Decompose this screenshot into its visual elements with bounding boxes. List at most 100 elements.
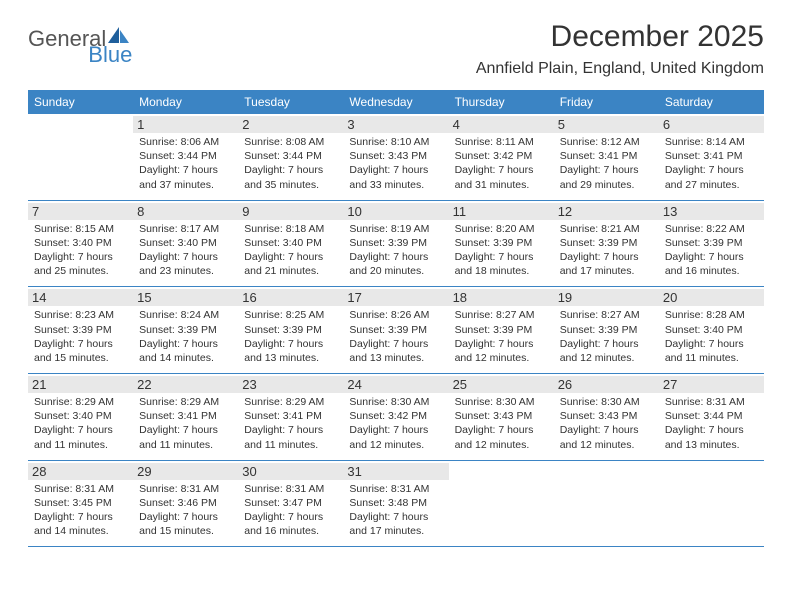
day-number: 20 bbox=[659, 289, 764, 306]
day-info: Sunrise: 8:06 AMSunset: 3:44 PMDaylight:… bbox=[139, 135, 232, 192]
day-info: Sunrise: 8:31 AMSunset: 3:46 PMDaylight:… bbox=[139, 482, 232, 539]
calendar-cell-2: 2 Sunrise: 8:08 AMSunset: 3:44 PMDaylight… bbox=[238, 114, 343, 200]
day-info: Sunrise: 8:30 AMSunset: 3:43 PMDaylight:… bbox=[560, 395, 653, 452]
day-number: 7 bbox=[28, 203, 133, 220]
calendar-cell-27: 27 Sunrise: 8:31 AMSunset: 3:44 PMDayligh… bbox=[659, 374, 764, 461]
logo-text-blue: Blue bbox=[88, 42, 132, 68]
calendar-cell-28: 28 Sunrise: 8:31 AMSunset: 3:45 PMDayligh… bbox=[28, 460, 133, 547]
day-number: 21 bbox=[28, 376, 133, 393]
calendar-cell-empty bbox=[449, 460, 554, 547]
calendar-cell-26: 26 Sunrise: 8:30 AMSunset: 3:43 PMDayligh… bbox=[554, 374, 659, 461]
day-number: 28 bbox=[28, 463, 133, 480]
calendar-cell-12: 12 Sunrise: 8:21 AMSunset: 3:39 PMDayligh… bbox=[554, 200, 659, 287]
dayheader-sunday: Sunday bbox=[28, 90, 133, 114]
calendar-row: 1Sunrise: 8:06 AMSunset: 3:44 PMDaylight… bbox=[28, 114, 764, 200]
calendar-cell-1: 1Sunrise: 8:06 AMSunset: 3:44 PMDaylight… bbox=[133, 114, 238, 200]
day-number: 18 bbox=[449, 289, 554, 306]
day-number: 6 bbox=[659, 116, 764, 133]
calendar-cell-13: 13 Sunrise: 8:22 AMSunset: 3:39 PMDayligh… bbox=[659, 200, 764, 287]
day-number: 17 bbox=[343, 289, 448, 306]
day-info: Sunrise: 8:29 AMSunset: 3:41 PMDaylight:… bbox=[139, 395, 232, 452]
calendar-cell-empty bbox=[659, 460, 764, 547]
day-info: Sunrise: 8:10 AMSunset: 3:43 PMDaylight:… bbox=[349, 135, 442, 192]
calendar-cell-18: 18 Sunrise: 8:27 AMSunset: 3:39 PMDayligh… bbox=[449, 287, 554, 374]
day-number: 13 bbox=[659, 203, 764, 220]
day-number: 23 bbox=[238, 376, 343, 393]
calendar-cell-6: 6 Sunrise: 8:14 AMSunset: 3:41 PMDaylight… bbox=[659, 114, 764, 200]
day-info: Sunrise: 8:31 AMSunset: 3:44 PMDaylight:… bbox=[665, 395, 758, 452]
calendar-cell-19: 19 Sunrise: 8:27 AMSunset: 3:39 PMDayligh… bbox=[554, 287, 659, 374]
day-info: Sunrise: 8:19 AMSunset: 3:39 PMDaylight:… bbox=[349, 222, 442, 279]
day-number: 12 bbox=[554, 203, 659, 220]
day-number: 3 bbox=[343, 116, 448, 133]
calendar-table: SundayMondayTuesdayWednesdayThursdayFrid… bbox=[28, 90, 764, 547]
day-number: 22 bbox=[133, 376, 238, 393]
day-number: 9 bbox=[238, 203, 343, 220]
day-info: Sunrise: 8:22 AMSunset: 3:39 PMDaylight:… bbox=[665, 222, 758, 279]
day-info: Sunrise: 8:17 AMSunset: 3:40 PMDaylight:… bbox=[139, 222, 232, 279]
calendar-cell-31: 31 Sunrise: 8:31 AMSunset: 3:48 PMDayligh… bbox=[343, 460, 448, 547]
day-number: 8 bbox=[133, 203, 238, 220]
day-info: Sunrise: 8:27 AMSunset: 3:39 PMDaylight:… bbox=[560, 308, 653, 365]
calendar-cell-29: 29 Sunrise: 8:31 AMSunset: 3:46 PMDayligh… bbox=[133, 460, 238, 547]
calendar-cell-empty bbox=[554, 460, 659, 547]
day-number: 29 bbox=[133, 463, 238, 480]
calendar-cell-16: 16Sunrise: 8:25 AMSunset: 3:39 PMDayligh… bbox=[238, 287, 343, 374]
calendar-cell-14: 14Sunrise: 8:23 AMSunset: 3:39 PMDayligh… bbox=[28, 287, 133, 374]
day-number: 2 bbox=[238, 116, 343, 133]
day-number: 5 bbox=[554, 116, 659, 133]
day-number: 26 bbox=[554, 376, 659, 393]
calendar-cell-11: 11Sunrise: 8:20 AMSunset: 3:39 PMDayligh… bbox=[449, 200, 554, 287]
dayheader-monday: Monday bbox=[133, 90, 238, 114]
day-info: Sunrise: 8:14 AMSunset: 3:41 PMDaylight:… bbox=[665, 135, 758, 192]
calendar-row: 7 Sunrise: 8:15 AMSunset: 3:40 PMDaylight… bbox=[28, 200, 764, 287]
day-number: 14 bbox=[28, 289, 133, 306]
day-info: Sunrise: 8:18 AMSunset: 3:40 PMDaylight:… bbox=[244, 222, 337, 279]
calendar-cell-24: 24 Sunrise: 8:30 AMSunset: 3:42 PMDayligh… bbox=[343, 374, 448, 461]
day-info: Sunrise: 8:11 AMSunset: 3:42 PMDaylight:… bbox=[455, 135, 548, 192]
day-number: 4 bbox=[449, 116, 554, 133]
day-number: 19 bbox=[554, 289, 659, 306]
calendar-cell-9: 9 Sunrise: 8:18 AMSunset: 3:40 PMDaylight… bbox=[238, 200, 343, 287]
page-title: December 2025 bbox=[476, 20, 764, 54]
day-info: Sunrise: 8:12 AMSunset: 3:41 PMDaylight:… bbox=[560, 135, 653, 192]
day-number: 15 bbox=[133, 289, 238, 306]
calendar-cell-22: 22 Sunrise: 8:29 AMSunset: 3:41 PMDayligh… bbox=[133, 374, 238, 461]
logo: General Blue bbox=[28, 26, 176, 52]
calendar-cell-empty bbox=[28, 114, 133, 200]
day-info: Sunrise: 8:26 AMSunset: 3:39 PMDaylight:… bbox=[349, 308, 442, 365]
calendar-row: 28 Sunrise: 8:31 AMSunset: 3:45 PMDayligh… bbox=[28, 460, 764, 547]
day-info: Sunrise: 8:21 AMSunset: 3:39 PMDaylight:… bbox=[560, 222, 653, 279]
calendar-row: 14Sunrise: 8:23 AMSunset: 3:39 PMDayligh… bbox=[28, 287, 764, 374]
day-info: Sunrise: 8:31 AMSunset: 3:45 PMDaylight:… bbox=[34, 482, 127, 539]
calendar-cell-7: 7 Sunrise: 8:15 AMSunset: 3:40 PMDaylight… bbox=[28, 200, 133, 287]
day-number: 25 bbox=[449, 376, 554, 393]
dayheader-wednesday: Wednesday bbox=[343, 90, 448, 114]
day-info: Sunrise: 8:20 AMSunset: 3:39 PMDaylight:… bbox=[455, 222, 548, 279]
calendar-cell-17: 17 Sunrise: 8:26 AMSunset: 3:39 PMDayligh… bbox=[343, 287, 448, 374]
day-info: Sunrise: 8:28 AMSunset: 3:40 PMDaylight:… bbox=[665, 308, 758, 365]
dayheader-thursday: Thursday bbox=[449, 90, 554, 114]
dayheader-saturday: Saturday bbox=[659, 90, 764, 114]
day-info: Sunrise: 8:27 AMSunset: 3:39 PMDaylight:… bbox=[455, 308, 548, 365]
calendar-cell-8: 8 Sunrise: 8:17 AMSunset: 3:40 PMDaylight… bbox=[133, 200, 238, 287]
day-info: Sunrise: 8:08 AMSunset: 3:44 PMDaylight:… bbox=[244, 135, 337, 192]
day-number: 31 bbox=[343, 463, 448, 480]
calendar-cell-3: 3 Sunrise: 8:10 AMSunset: 3:43 PMDaylight… bbox=[343, 114, 448, 200]
calendar-cell-21: 21Sunrise: 8:29 AMSunset: 3:40 PMDayligh… bbox=[28, 374, 133, 461]
day-number: 16 bbox=[238, 289, 343, 306]
day-info: Sunrise: 8:24 AMSunset: 3:39 PMDaylight:… bbox=[139, 308, 232, 365]
calendar-cell-5: 5 Sunrise: 8:12 AMSunset: 3:41 PMDaylight… bbox=[554, 114, 659, 200]
day-info: Sunrise: 8:30 AMSunset: 3:42 PMDaylight:… bbox=[349, 395, 442, 452]
day-number: 24 bbox=[343, 376, 448, 393]
calendar-cell-20: 20 Sunrise: 8:28 AMSunset: 3:40 PMDayligh… bbox=[659, 287, 764, 374]
day-info: Sunrise: 8:31 AMSunset: 3:47 PMDaylight:… bbox=[244, 482, 337, 539]
location-text: Annfield Plain, England, United Kingdom bbox=[476, 60, 764, 78]
dayheader-friday: Friday bbox=[554, 90, 659, 114]
day-number: 30 bbox=[238, 463, 343, 480]
calendar-cell-4: 4 Sunrise: 8:11 AMSunset: 3:42 PMDaylight… bbox=[449, 114, 554, 200]
day-number: 27 bbox=[659, 376, 764, 393]
calendar-cell-25: 25Sunrise: 8:30 AMSunset: 3:43 PMDayligh… bbox=[449, 374, 554, 461]
day-info: Sunrise: 8:31 AMSunset: 3:48 PMDaylight:… bbox=[349, 482, 442, 539]
day-info: Sunrise: 8:15 AMSunset: 3:40 PMDaylight:… bbox=[34, 222, 127, 279]
